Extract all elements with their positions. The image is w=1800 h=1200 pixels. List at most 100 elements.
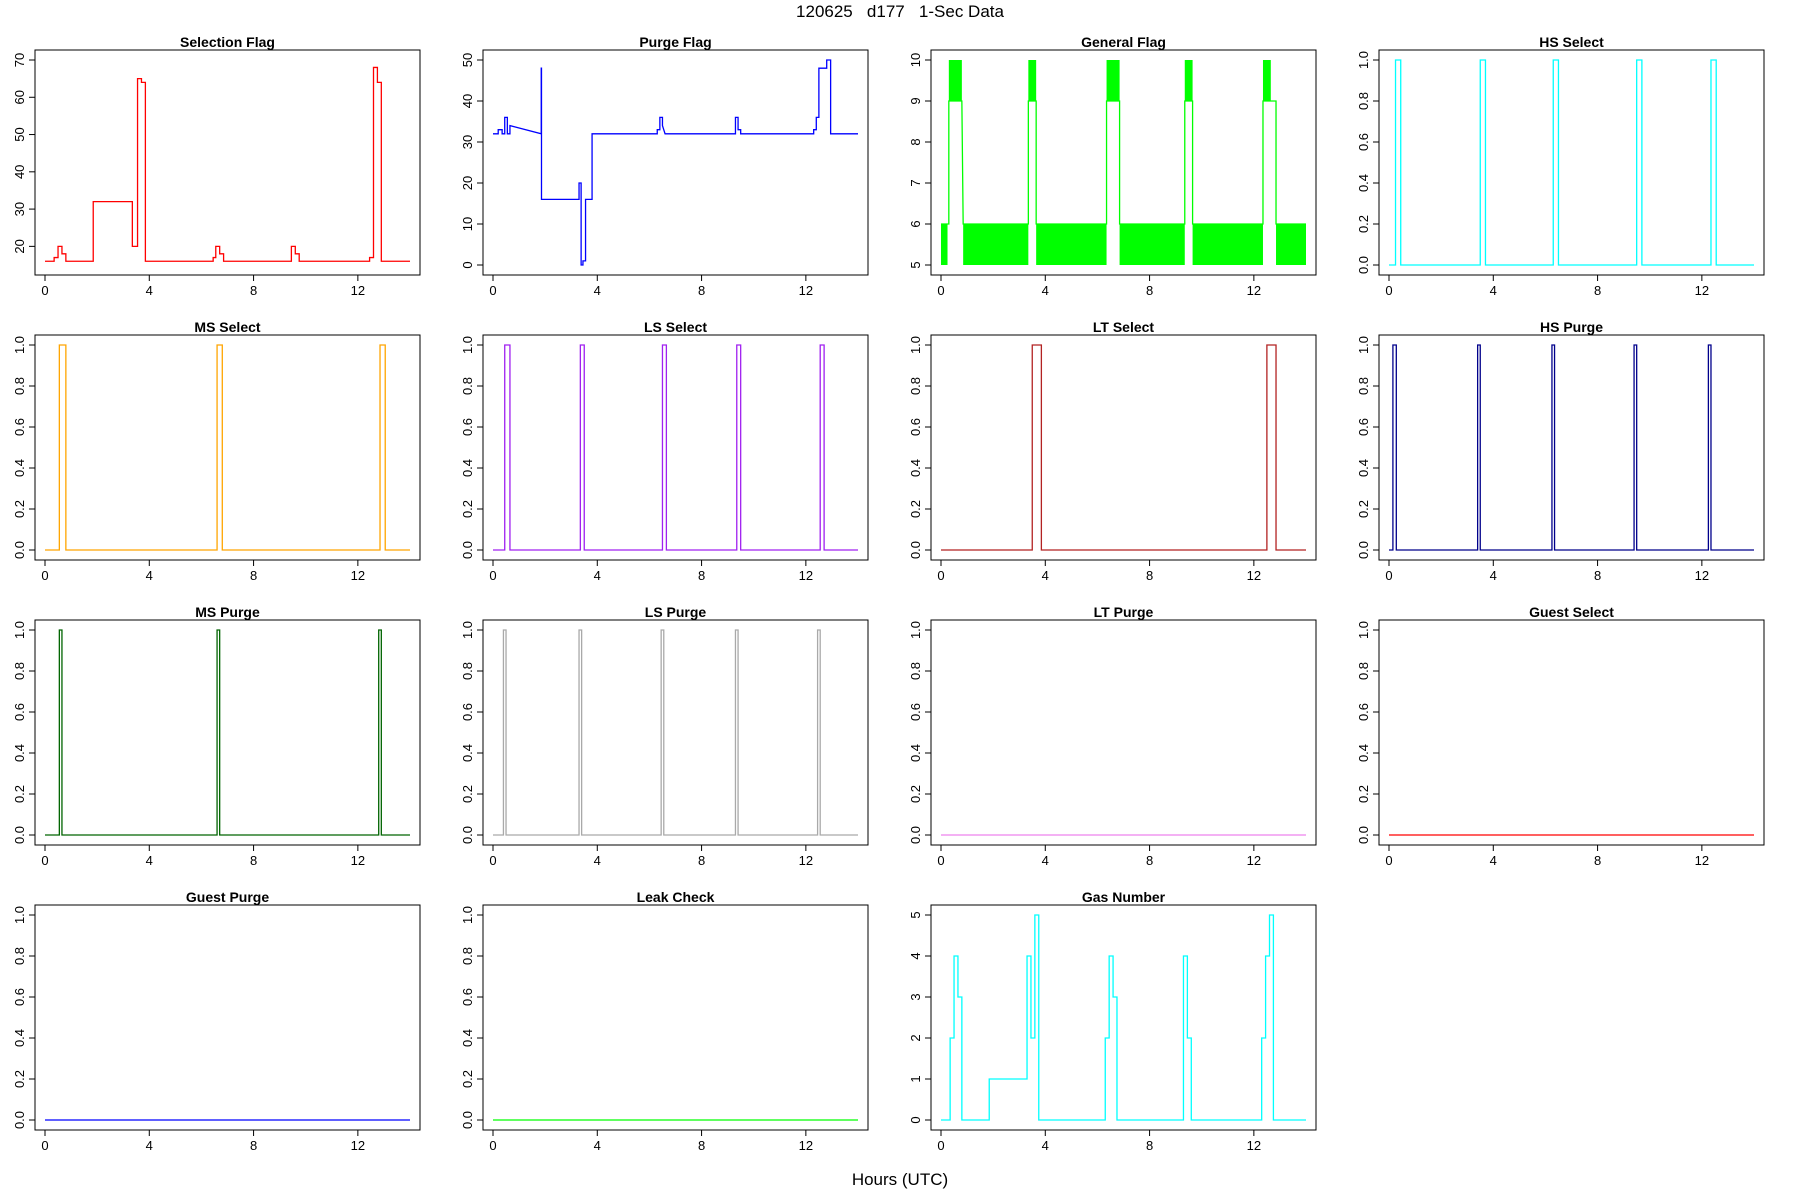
y-tick-label: 0.4: [12, 1029, 27, 1047]
y-tick-label: 30: [460, 135, 475, 149]
x-tick-label: 0: [489, 1138, 496, 1153]
panel-title: Gas Number: [1082, 889, 1166, 905]
y-tick-label: 0.6: [460, 418, 475, 436]
y-tick-label: 40: [12, 165, 27, 179]
y-tick-label: 1.0: [460, 906, 475, 924]
y-tick-label: 1.0: [1356, 336, 1371, 354]
plot-frame: [930, 619, 1317, 846]
x-axis: 0 4 8 12: [489, 1129, 813, 1153]
x-axis: 0 4 8 12: [41, 274, 365, 298]
y-tick-label: 1.0: [12, 906, 27, 924]
plot-frame: [482, 619, 869, 846]
x-axis: 0 4 8 12: [41, 559, 365, 583]
plot-frame: [482, 334, 869, 561]
y-tick-label: 3: [908, 993, 923, 1000]
y-axis: 0.0 0.2 0.4 0.6 0.8 1.0: [12, 336, 36, 559]
panel-purge-flag: Purge Flag 0 4 8 12 0 10 20 30 40 50: [460, 34, 869, 298]
panel-title: HS Select: [1539, 34, 1604, 50]
y-tick-label: 8: [908, 138, 923, 145]
plot-frame: [34, 334, 421, 561]
y-tick-label: 0.2: [1356, 785, 1371, 803]
plot-frame: [1378, 619, 1765, 846]
y-tick-label: 0.2: [1356, 215, 1371, 233]
series-line: [1389, 59, 1754, 266]
series-line: [493, 344, 858, 551]
x-tick-label: 12: [1247, 1138, 1261, 1153]
x-tick-label: 8: [698, 853, 705, 868]
x-axis: 0 4 8 12: [937, 844, 1261, 868]
x-tick-label: 0: [41, 568, 48, 583]
x-tick-label: 12: [799, 853, 813, 868]
x-tick-label: 12: [799, 568, 813, 583]
x-tick-label: 8: [1146, 853, 1153, 868]
y-tick-label: 0.0: [12, 826, 27, 844]
y-tick-label: 0.4: [12, 459, 27, 477]
y-tick-label: 0.0: [908, 541, 923, 559]
y-tick-label: 0.2: [908, 500, 923, 518]
plot-frame: [1378, 334, 1765, 561]
y-tick-label: 0.4: [1356, 744, 1371, 762]
series-line: [941, 344, 1306, 551]
y-tick-label: 0.8: [460, 662, 475, 680]
x-tick-label: 4: [146, 1138, 153, 1153]
y-tick-label: 0.0: [12, 1111, 27, 1129]
filled-block: [1106, 60, 1120, 101]
y-tick-label: 1.0: [12, 621, 27, 639]
x-tick-label: 4: [1042, 1138, 1049, 1153]
panel-guest-select: Guest Select 0 4 8 12 0.0 0.2 0.4 0.6 0.8 1.0: [1356, 604, 1765, 868]
panel-title: HS Purge: [1540, 319, 1603, 335]
x-tick-label: 0: [41, 283, 48, 298]
y-tick-label: 0: [460, 261, 475, 268]
x-tick-label: 12: [351, 568, 365, 583]
y-axis: 20 30 40 50 60 70: [12, 53, 36, 254]
filled-block: [1192, 224, 1263, 265]
x-axis: 0 4 8 12: [937, 1129, 1261, 1153]
y-tick-label: 0.6: [1356, 703, 1371, 721]
y-tick-label: 0.4: [12, 744, 27, 762]
filled-block: [1119, 224, 1185, 265]
plot-frame: [482, 904, 869, 1131]
filled-block: [941, 224, 948, 265]
panel-leak-check: Leak Check 0 4 8 12 0.0 0.2 0.4 0.6 0.8 1.0: [460, 889, 869, 1153]
panel-ls-select: LS Select 0 4 8 12 0.0 0.2 0.4 0.6 0.8 1.0: [460, 319, 869, 583]
y-axis: 0.0 0.2 0.4 0.6 0.8 1.0: [1356, 336, 1380, 559]
y-tick-label: 0.4: [1356, 174, 1371, 192]
x-tick-label: 4: [1042, 283, 1049, 298]
y-tick-label: 0.8: [12, 947, 27, 965]
x-tick-label: 8: [698, 1138, 705, 1153]
y-tick-label: 30: [12, 202, 27, 216]
y-tick-label: 0.6: [1356, 133, 1371, 151]
x-tick-label: 12: [1695, 568, 1709, 583]
y-tick-label: 50: [460, 53, 475, 67]
y-axis: 0.0 0.2 0.4 0.6 0.8 1.0: [460, 906, 484, 1129]
x-tick-label: 4: [1042, 853, 1049, 868]
y-axis: 0.0 0.2 0.4 0.6 0.8 1.0: [1356, 51, 1380, 274]
y-tick-label: 0: [908, 1116, 923, 1123]
y-axis: 0 1 2 3 4 5: [908, 911, 932, 1124]
panel-title: LT Select: [1093, 319, 1155, 335]
y-axis: 0.0 0.2 0.4 0.6 0.8 1.0: [460, 336, 484, 559]
y-tick-label: 1: [908, 1075, 923, 1082]
series-line: [45, 66, 410, 262]
y-tick-label: 0.8: [1356, 377, 1371, 395]
y-tick-label: 0.2: [12, 1070, 27, 1088]
y-tick-label: 1.0: [460, 621, 475, 639]
y-tick-label: 1.0: [1356, 621, 1371, 639]
x-tick-label: 8: [250, 568, 257, 583]
y-tick-label: 0.0: [12, 541, 27, 559]
filled-block: [1028, 60, 1037, 101]
y-tick-label: 0.0: [1356, 826, 1371, 844]
y-tick-label: 0.2: [460, 785, 475, 803]
y-tick-label: 0.2: [12, 785, 27, 803]
y-tick-label: 0.6: [460, 703, 475, 721]
filled-block: [1184, 60, 1193, 101]
x-tick-label: 12: [1695, 283, 1709, 298]
x-axis: 0 4 8 12: [1385, 844, 1709, 868]
x-tick-label: 8: [1594, 853, 1601, 868]
filled-block: [963, 224, 1029, 265]
y-tick-label: 0.2: [460, 1070, 475, 1088]
y-tick-label: 2: [908, 1034, 923, 1041]
y-tick-label: 0.0: [460, 541, 475, 559]
panel-lt-purge: LT Purge 0 4 8 12 0.0 0.2 0.4 0.6 0.8 1.0: [908, 604, 1317, 868]
